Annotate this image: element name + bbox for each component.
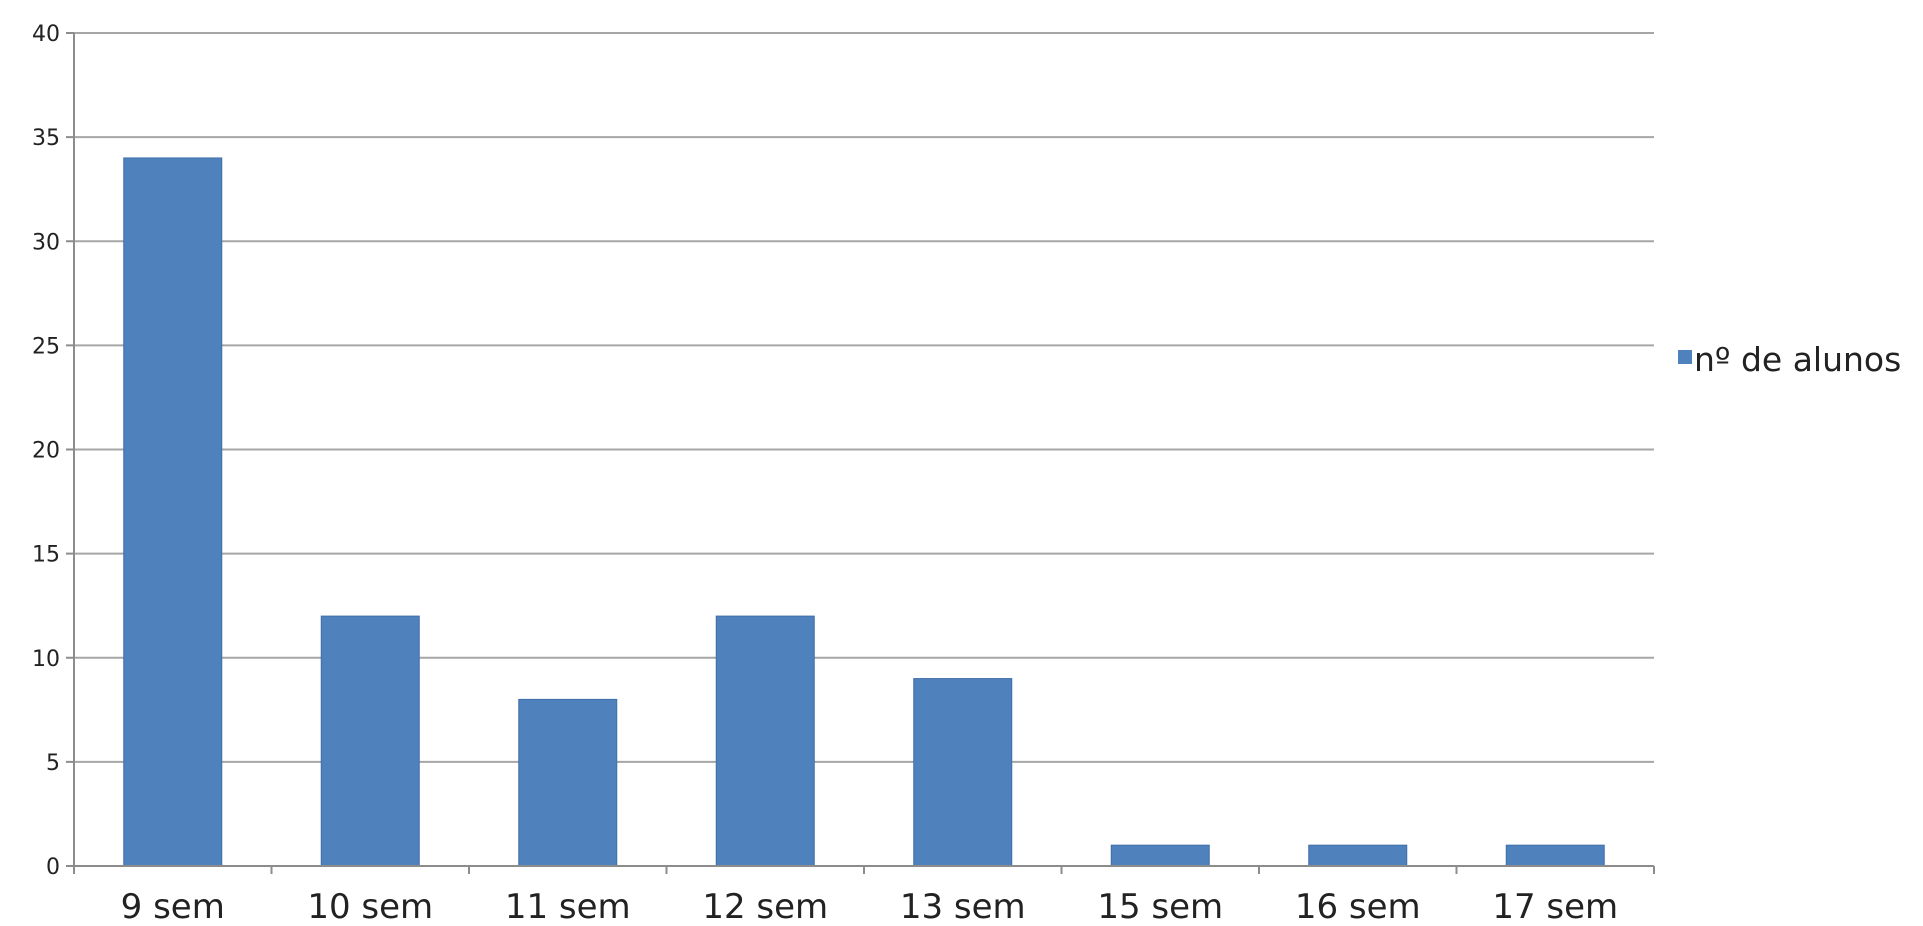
x-tick-label: 11 sem xyxy=(505,887,631,926)
y-tick-label: 35 xyxy=(32,126,60,151)
y-tick-label: 0 xyxy=(46,855,60,880)
bar-11-sem xyxy=(518,698,618,867)
x-tick-label: 16 sem xyxy=(1295,887,1421,926)
gridlines xyxy=(74,32,1654,763)
y-tick-labels: 0 5 10 15 20 25 30 35 40 xyxy=(32,22,60,880)
bar-13-sem xyxy=(913,678,1013,867)
x-tick-label: 12 sem xyxy=(702,887,828,926)
x-tick-label: 13 sem xyxy=(900,887,1026,926)
legend-label: nº de alunos xyxy=(1694,340,1901,379)
bar-16-sem xyxy=(1308,844,1408,867)
bar-9-sem xyxy=(123,157,223,867)
y-tick-label: 5 xyxy=(46,751,60,776)
legend-swatch xyxy=(1678,350,1692,364)
y-tick-label: 20 xyxy=(32,439,60,464)
bar-10-sem xyxy=(320,615,420,867)
bar-15-sem xyxy=(1110,844,1210,867)
y-tick-label: 10 xyxy=(32,647,60,672)
y-tick-label: 30 xyxy=(32,230,60,255)
x-tick-labels: 9 sem 10 sem 11 sem 12 sem 13 sem 15 sem 16 se… xyxy=(121,887,1619,926)
bar-12-sem xyxy=(715,615,815,867)
axes xyxy=(66,32,1655,874)
legend: nº de alunos xyxy=(1678,340,1901,379)
x-tick-label: 17 sem xyxy=(1492,887,1618,926)
x-tick-label: 10 sem xyxy=(307,887,433,926)
bars xyxy=(123,157,1605,867)
bar-17-sem xyxy=(1505,844,1605,867)
x-tick-label: 15 sem xyxy=(1097,887,1223,926)
y-tick-label: 15 xyxy=(32,543,60,568)
x-tick-label: 9 sem xyxy=(121,887,225,926)
y-tick-label: 40 xyxy=(32,22,60,47)
y-tick-label: 25 xyxy=(32,334,60,359)
